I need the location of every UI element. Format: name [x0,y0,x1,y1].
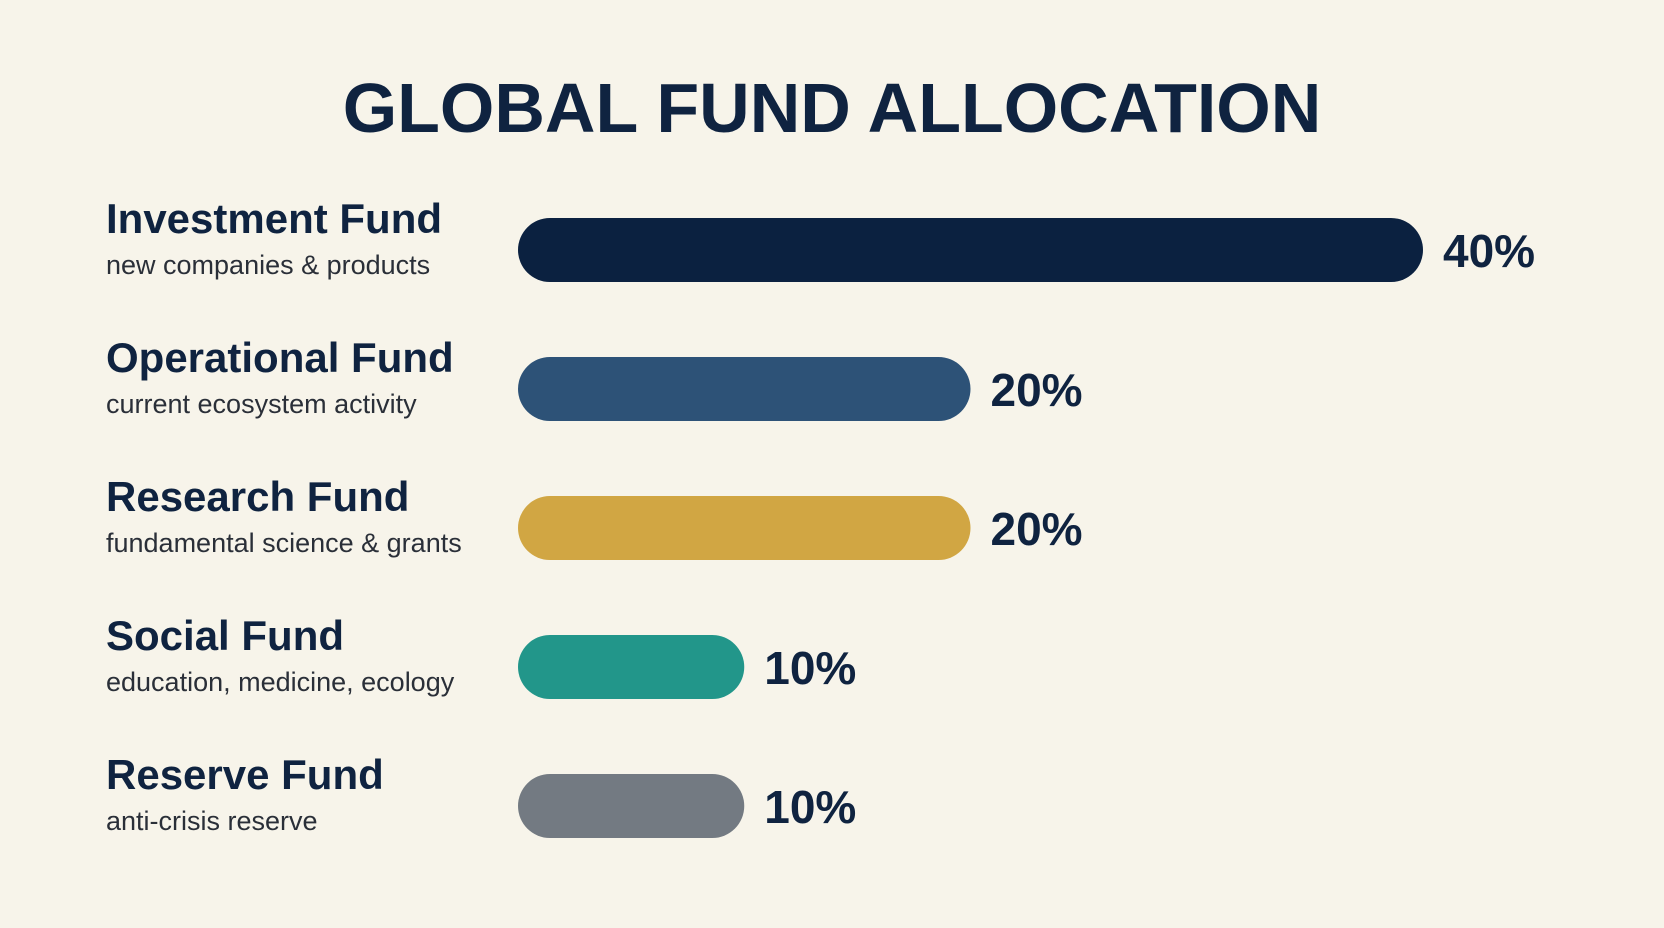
value-label: 40% [1443,225,1535,277]
bar [518,218,1423,282]
bar [518,774,745,838]
category-label: Research Fund [106,473,409,520]
bar [518,357,971,421]
category-label: Operational Fund [106,334,454,381]
value-label: 20% [991,364,1083,416]
category-description: education, medicine, ecology [106,667,455,697]
category-label: Investment Fund [106,195,442,242]
bar [518,496,971,560]
category-description: anti-crisis reserve [106,806,318,836]
category-description: fundamental science & grants [106,528,462,558]
chart-title: GLOBAL FUND ALLOCATION [343,69,1322,147]
category-label: Reserve Fund [106,751,384,798]
category-label: Social Fund [106,612,344,659]
value-label: 20% [991,503,1083,555]
value-label: 10% [764,781,856,833]
category-description: new companies & products [106,250,430,280]
category-description: current ecosystem activity [106,389,417,419]
bar [518,635,745,699]
value-label: 10% [764,642,856,694]
